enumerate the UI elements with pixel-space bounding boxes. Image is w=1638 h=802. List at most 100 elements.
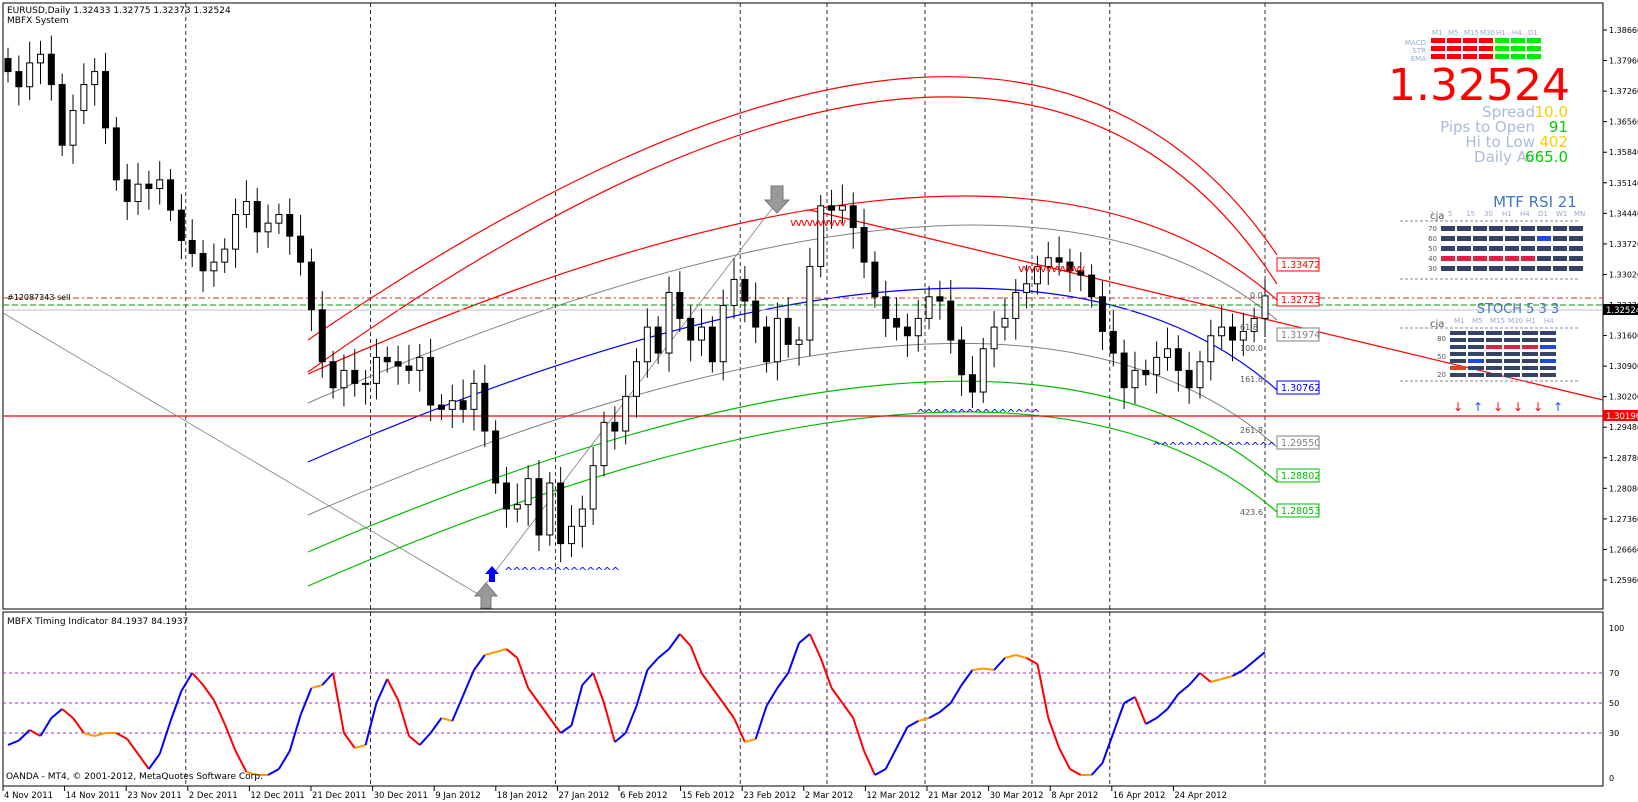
candle-body	[145, 183, 153, 190]
y-tick-label: 1.30200	[1609, 393, 1638, 402]
candle	[416, 343, 424, 392]
candle	[1142, 359, 1150, 386]
stoch-cell	[1540, 352, 1556, 356]
timing-indicator-segment	[928, 711, 941, 719]
timing-indicator-segment	[722, 702, 735, 719]
fib-label-423-6: 423.6	[1240, 508, 1263, 517]
timing-indicator-segment	[1123, 696, 1136, 704]
candle	[1066, 248, 1074, 293]
candle	[123, 163, 131, 221]
rsi-author: cja	[1430, 211, 1444, 222]
stoch-cell	[1522, 352, 1538, 356]
stoch-cell	[1450, 338, 1466, 342]
timing-indicator-segment	[624, 705, 638, 734]
candle-body	[264, 222, 272, 233]
signal-cell	[1495, 38, 1509, 43]
y-tick-label: 1.28080	[1609, 484, 1638, 493]
stoch-cell	[1450, 373, 1466, 377]
candle-body	[687, 317, 695, 341]
candle-body	[112, 127, 120, 181]
x-tick-label: 23 Nov 2011	[127, 791, 181, 801]
signal-cell	[1495, 46, 1509, 51]
timing-indicator-segment	[246, 771, 258, 776]
rsi-cell	[1569, 266, 1583, 271]
candle-body	[1001, 317, 1009, 328]
stoch-cell	[1522, 366, 1538, 370]
candle	[741, 266, 749, 323]
signal-cell	[1431, 38, 1445, 43]
candle	[1174, 335, 1182, 392]
timing-indicator-segment	[386, 678, 399, 701]
timing-indicator-segment	[311, 684, 323, 689]
x-tick-label: 4 Nov 2011	[4, 791, 53, 801]
red-waves-2: vvvvvvvvvvvv	[1018, 262, 1086, 275]
x-tick-label: 30 Dec 2011	[374, 791, 428, 801]
band-price-labels: 1.33472 1.32723 1.31974 1.30762 1.29550 1.288…	[1276, 257, 1320, 518]
candle-body	[795, 339, 803, 345]
candle-body	[448, 400, 456, 410]
rsi-cell	[1553, 266, 1567, 271]
stat-value: 10.0	[1535, 103, 1568, 121]
rsi-cell	[1457, 266, 1471, 271]
candle-body	[188, 239, 196, 254]
candle	[763, 316, 771, 373]
timing-indicator-segment	[744, 738, 756, 743]
candle-body	[459, 400, 467, 410]
candle	[492, 420, 500, 494]
indicator-level-label: 30	[1609, 729, 1619, 738]
timing-indicator-segment	[603, 702, 616, 743]
band-price-label-box	[1276, 292, 1320, 307]
timing-indicator-segment	[765, 687, 779, 707]
candle-body	[58, 84, 66, 146]
y-tick-label: 1.38660	[1609, 26, 1638, 35]
candle-body	[871, 261, 879, 298]
rsi-cell	[1553, 246, 1567, 251]
timing-indicator-segment	[1253, 651, 1266, 662]
indicator-title: MBFX Timing Indicator 84.1937 84.1937	[7, 617, 188, 627]
timing-indicator-segment	[158, 720, 172, 755]
timing-indicator-segment	[657, 648, 670, 659]
rsi-cell	[1537, 266, 1551, 271]
timing-indicator-segment	[94, 732, 106, 737]
candle	[958, 326, 966, 396]
x-tick-label: 15 Feb 2012	[682, 791, 735, 801]
candle	[1012, 279, 1020, 340]
timing-indicator-segment	[538, 702, 551, 719]
stoch-cell	[1486, 352, 1502, 356]
rsi-cell	[1521, 226, 1535, 231]
rsi-cell	[1521, 256, 1535, 261]
stoch-cell	[1468, 359, 1484, 363]
stoch-cell	[1468, 331, 1484, 335]
y-tick-label: 1.37260	[1609, 87, 1638, 96]
rsi-cell	[1457, 256, 1471, 261]
candle	[947, 279, 955, 354]
stoch-tf-label: M30	[1508, 317, 1523, 325]
timing-indicator-segment	[1090, 762, 1104, 776]
y-tick-label: 1.25960	[1609, 576, 1638, 585]
rsi-cell	[1537, 226, 1551, 231]
timing-indicator-segment	[343, 732, 356, 749]
x-tick-label: 12 Dec 2011	[250, 791, 304, 801]
candle-body	[221, 248, 229, 263]
candle-body	[383, 356, 391, 363]
timing-indicator-segment	[1026, 657, 1038, 665]
rsi-tf-label: H1	[1502, 210, 1512, 218]
x-tick-label: 14 Nov 2011	[66, 791, 120, 801]
signal-cell	[1447, 46, 1461, 51]
candle	[1218, 305, 1226, 350]
indicator-level-label: 70	[1609, 669, 1619, 678]
timing-indicator-segment	[570, 684, 584, 726]
timing-indicator-segment	[278, 750, 291, 770]
stoch-cell	[1450, 331, 1466, 335]
timing-indicator-segment	[819, 657, 833, 689]
timing-indicator-segment	[808, 633, 822, 659]
candle	[156, 161, 164, 205]
candle-body	[1044, 257, 1052, 267]
price-display: 1.32524	[1388, 60, 1570, 111]
stat-label: Pips to Open	[1440, 118, 1535, 136]
candle	[307, 248, 315, 331]
indicator-level-label: 0	[1609, 774, 1614, 783]
candle	[936, 280, 944, 320]
candle	[698, 308, 706, 357]
candle	[199, 240, 207, 293]
